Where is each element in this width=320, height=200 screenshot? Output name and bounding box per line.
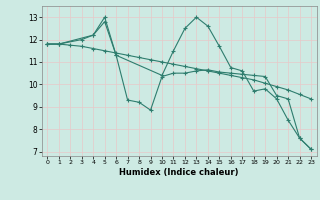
X-axis label: Humidex (Indice chaleur): Humidex (Indice chaleur) xyxy=(119,168,239,177)
